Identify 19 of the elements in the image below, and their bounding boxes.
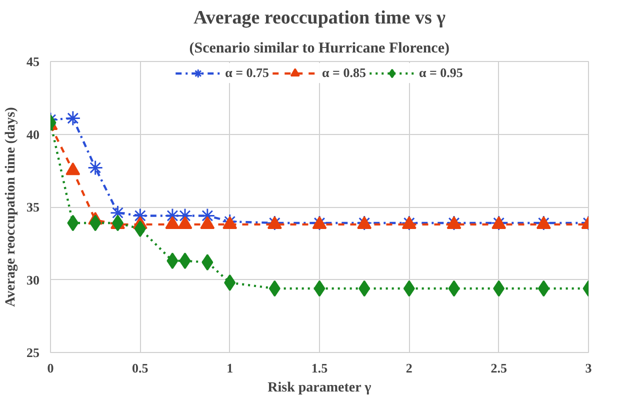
x-tick-label: 0.5 [132,360,149,376]
legend-label: α = 0.95 [418,65,463,81]
legend-label: α = 0.85 [322,65,366,81]
y-tick-label: 45 [26,54,40,69]
chart-subtitle: (Scenario similar to Hurricane Florence) [189,40,450,56]
y-tick-label: 30 [26,272,40,288]
y-tick-label: 35 [26,200,40,214]
x-tick-label: 3 [585,360,592,376]
x-tick-label: 1.5 [311,360,328,376]
x-tick-label: 1 [226,360,234,376]
y-tick-label: 25 [26,345,40,360]
y-tick-label: 40 [26,126,40,142]
x-tick-label: 0 [47,360,54,376]
x-tick-label: 2.5 [490,360,508,376]
x-tick-label: 2 [406,360,412,376]
chart-title: Average reoccupation time vs γ [194,8,446,28]
legend-label: α = 0.75 [225,65,270,81]
y-axis-title: Average reoccupation time (days) [4,106,18,307]
x-axis-title: Risk parameter γ [268,380,372,396]
